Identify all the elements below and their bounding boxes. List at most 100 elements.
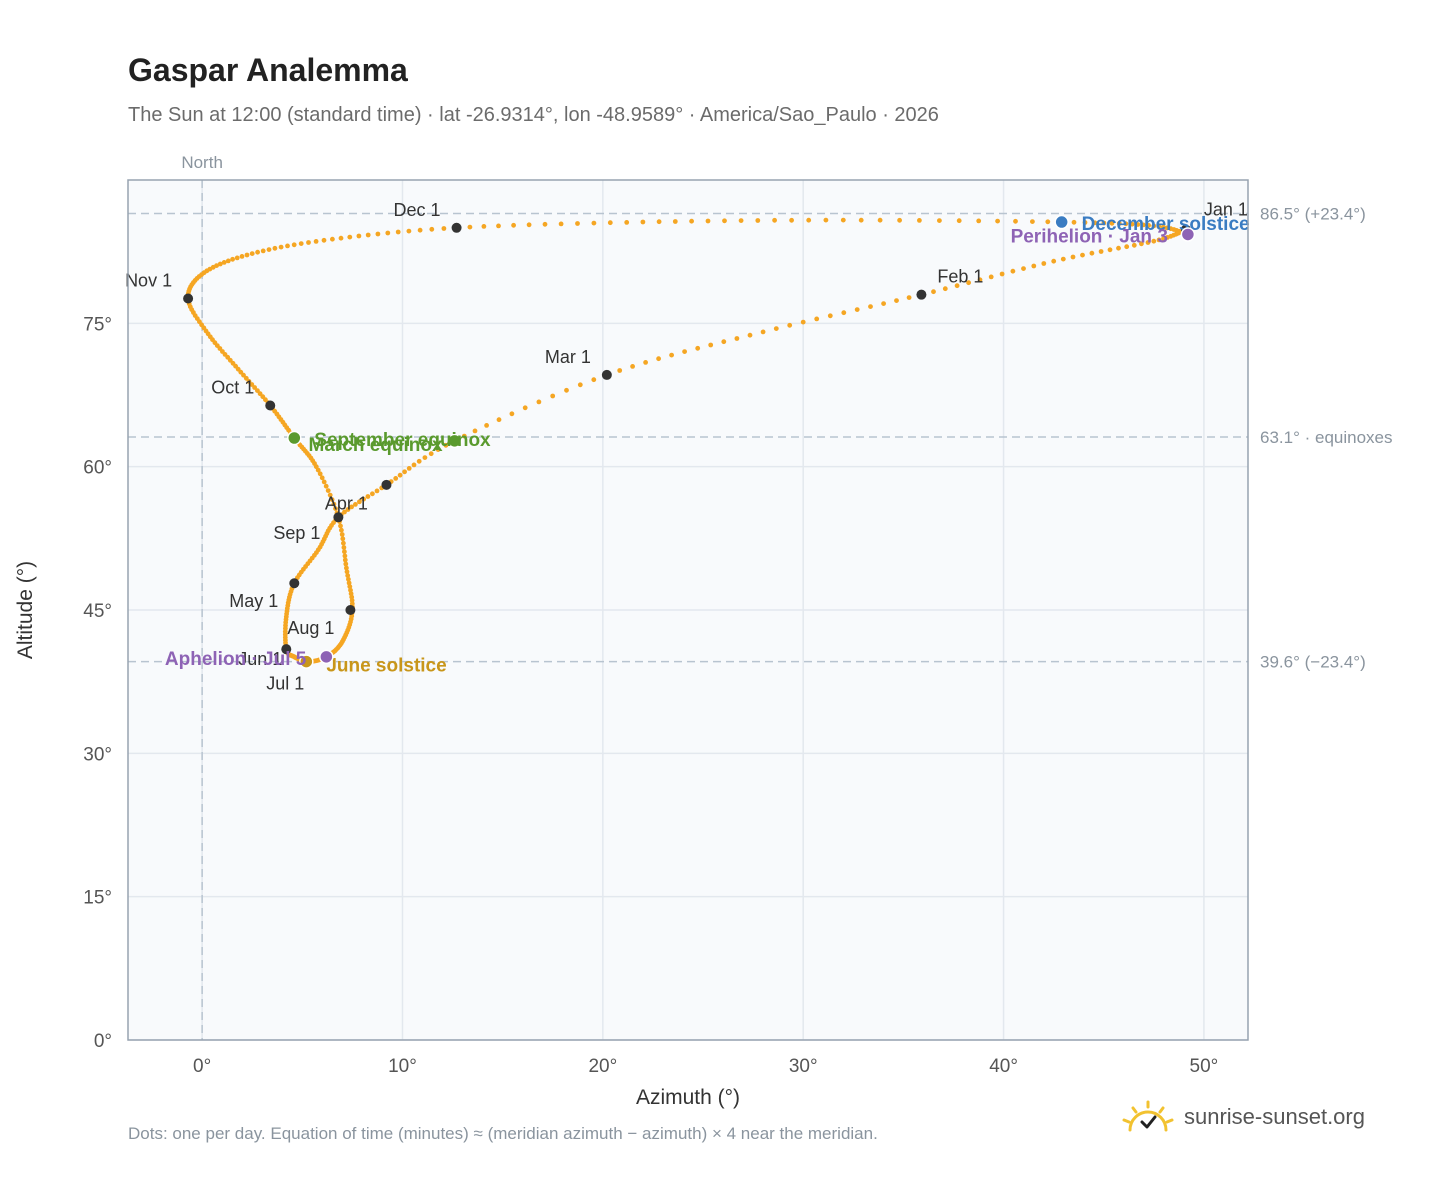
day-dot: [1060, 256, 1066, 262]
day-dot: [291, 242, 297, 248]
day-dot: [338, 523, 343, 529]
day-dot: [656, 356, 661, 362]
day-dot: [575, 221, 580, 226]
sun-check-icon: [1122, 1100, 1174, 1132]
event-marker: [287, 430, 302, 446]
day-dot: [1123, 221, 1129, 227]
day-dot: [340, 536, 346, 542]
day-dot: [787, 322, 793, 328]
x-tick-label: 40°: [989, 1056, 1018, 1077]
footer-note: Dots: one per day. Equation of time (min…: [128, 1124, 878, 1143]
day-dot: [1092, 220, 1098, 226]
day-dot: [937, 218, 942, 224]
day-dot: [1140, 222, 1146, 228]
day-dot: [1165, 235, 1170, 240]
day-dot: [695, 345, 701, 351]
day-dot: [806, 217, 812, 223]
day-dot: [338, 235, 344, 241]
day-dot: [976, 218, 982, 224]
day-dot: [347, 234, 353, 240]
day-dot: [1051, 258, 1057, 264]
day-dot: [542, 221, 548, 227]
day-dot: [577, 382, 583, 388]
day-dot: [558, 221, 564, 227]
day-dot: [321, 237, 327, 243]
day-dot: [230, 256, 236, 262]
event-label: December solstice: [1082, 214, 1250, 235]
day-dot: [402, 469, 407, 475]
day-dot: [435, 447, 441, 452]
day-dot: [1109, 220, 1115, 226]
month-label: Oct 1: [211, 378, 254, 398]
day-dot: [441, 226, 447, 231]
day-dot: [1071, 219, 1077, 225]
reference-line-label: 86.5° (+23.4°): [1260, 204, 1366, 223]
month-label: Sep 1: [273, 523, 320, 543]
event-marker: [447, 433, 462, 449]
day-dot: [252, 385, 257, 390]
day-dot: [522, 405, 528, 411]
day-dot: [214, 263, 220, 268]
month-label: Nov 1: [125, 270, 172, 290]
month-markers: Jan 1 Feb 1 Mar 1 Apr 1 May 1 Jun 1 Jul 1 Aug 1…: [125, 200, 1248, 694]
day-dot: [1080, 252, 1085, 258]
day-dot: [511, 222, 516, 228]
event-label: September equinox: [314, 430, 491, 451]
day-dot: [321, 479, 327, 485]
day-dot: [954, 283, 960, 289]
event-label: Aphelion · Jul 5: [165, 649, 307, 670]
day-dot: [306, 240, 311, 245]
day-dot: [375, 231, 381, 237]
event-marker: [1054, 214, 1069, 230]
x-tick-label: 30°: [789, 1056, 818, 1077]
month-label: Mar 1: [545, 347, 591, 367]
day-dot: [345, 507, 351, 512]
day-dot: [365, 494, 371, 499]
day-dot: [244, 252, 250, 258]
day-dot: [942, 286, 948, 292]
x-tick-label: 0°: [193, 1056, 211, 1077]
day-dot: [591, 220, 597, 226]
day-dot: [278, 244, 284, 250]
event-label: June solstice: [326, 656, 446, 677]
month-marker: [289, 578, 300, 589]
north-label: North: [181, 153, 223, 172]
day-dot: [897, 217, 902, 223]
day-dot: [607, 220, 613, 226]
day-dot: [374, 488, 380, 494]
day-dot: [481, 224, 487, 229]
day-dot: [1070, 254, 1076, 260]
day-dot: [591, 377, 597, 383]
day-dot: [841, 310, 847, 316]
axis-ticks: 0° 10° 20° 30° 40° 50° 0° 15° 30° 45° 60° 75°: [83, 314, 1218, 1077]
day-dot: [339, 527, 344, 533]
day-dot: [956, 218, 962, 224]
day-dot: [526, 222, 532, 228]
month-label: Jul 1: [266, 674, 304, 694]
day-dot: [243, 375, 249, 381]
day-dot: [370, 491, 375, 497]
day-dot: [406, 228, 412, 234]
month-marker: [345, 605, 356, 615]
event-label: Perihelion · Jan 3: [1011, 226, 1168, 247]
day-dot: [266, 247, 272, 253]
day-dot: [1161, 236, 1166, 242]
y-axis-label: Altitude (°): [14, 561, 37, 659]
day-dot: [356, 233, 362, 239]
day-dot: [617, 368, 623, 373]
day-dot: [1116, 245, 1121, 251]
day-dot: [1124, 244, 1130, 250]
x-tick-label: 20°: [588, 1056, 617, 1077]
day-dot: [353, 502, 358, 507]
month-label: Aug 1: [287, 618, 334, 638]
day-dot: [397, 472, 403, 478]
day-dot: [1089, 250, 1095, 256]
day-dot: [255, 249, 260, 255]
day-dot: [789, 217, 794, 223]
day-dot: [840, 217, 846, 223]
day-dot: [1156, 224, 1162, 229]
day-dot: [1145, 240, 1151, 245]
day-dot: [772, 217, 777, 223]
day-dot: [1151, 238, 1157, 244]
